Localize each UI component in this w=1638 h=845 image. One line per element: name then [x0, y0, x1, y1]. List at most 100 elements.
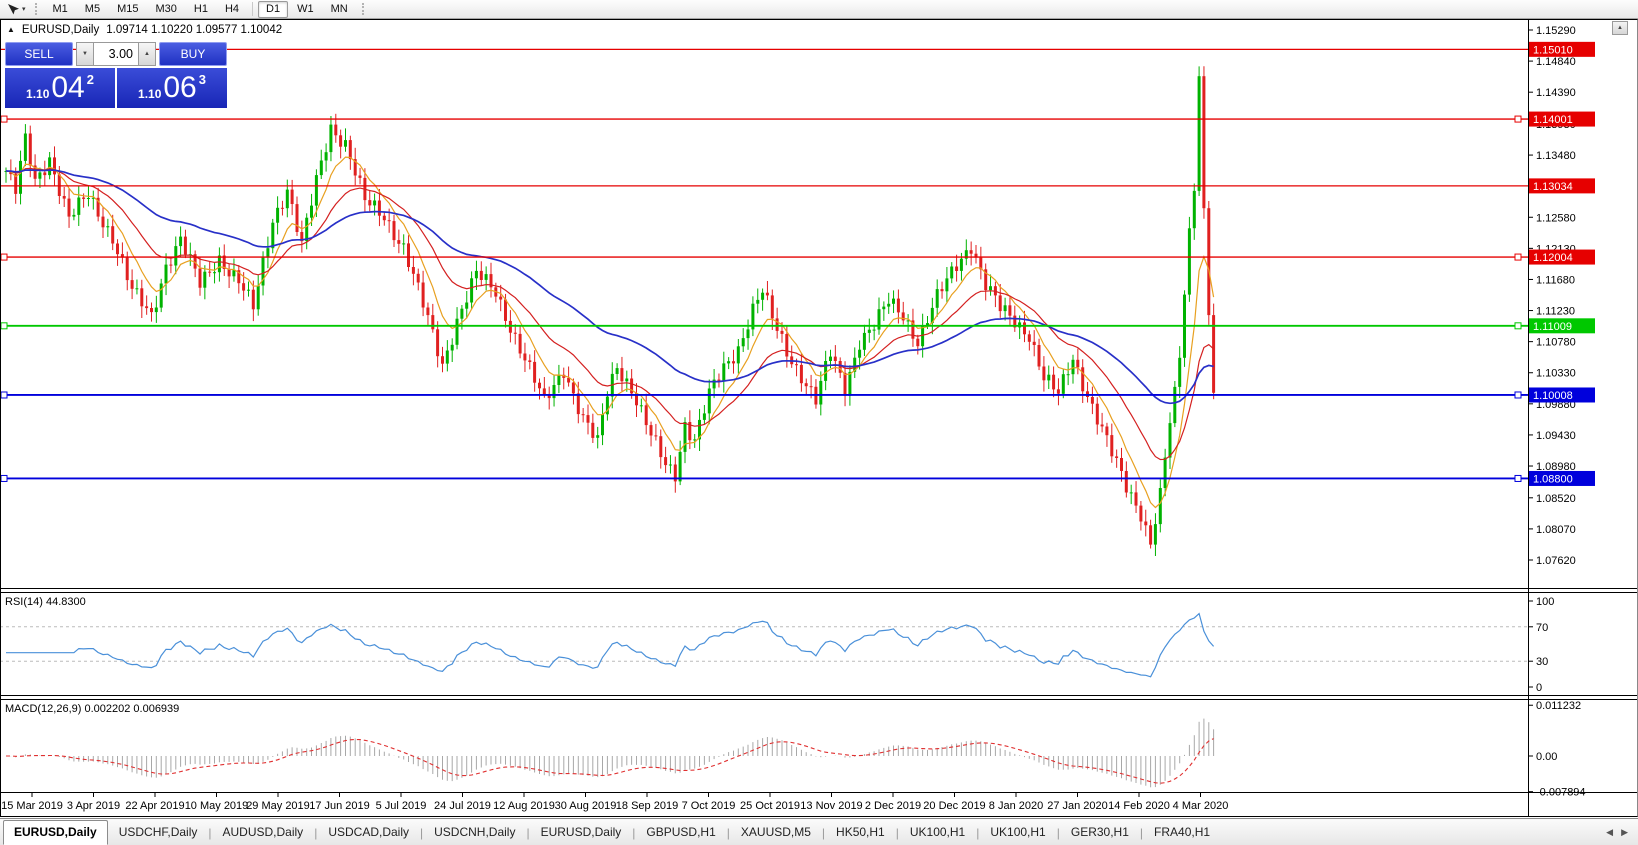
sell-button[interactable]: SELL — [5, 42, 73, 66]
one-click-trade-panel: SELL ▼ 3.00 ▲ BUY 1.10 04 2 1.10 06 3 — [5, 42, 227, 108]
price-tag — [1529, 318, 1595, 334]
spread-increase-button[interactable]: ▲ — [138, 42, 156, 66]
toolbar-drag-handle-2[interactable] — [361, 3, 366, 15]
svg-text:1.08070: 1.08070 — [1536, 524, 1576, 536]
chart-tab[interactable]: USDCAD,Daily — [328, 825, 409, 839]
pointer-tool-icon — [8, 3, 19, 14]
chart-tab[interactable]: GBPUSD,H1 — [646, 825, 716, 839]
chart-tab[interactable]: HK50,H1 — [836, 825, 885, 839]
price-tag — [1529, 41, 1595, 57]
sell-price-pip: 2 — [86, 72, 94, 87]
macd-histogram — [10, 718, 1215, 788]
chart-tab[interactable]: FRA40,H1 — [1154, 825, 1211, 839]
timeframe-buttons: M1 M5 M15 M30 H1 H4 — [45, 1, 248, 18]
chart-tab[interactable]: EURUSD,Daily — [3, 820, 108, 845]
timeframe-button-w1[interactable]: W1 — [297, 2, 314, 15]
svg-text:17 Jun 2019: 17 Jun 2019 — [309, 800, 370, 812]
tab-separator: | — [726, 826, 730, 840]
toolbar-separator — [252, 2, 254, 16]
svg-text:1.14840: 1.14840 — [1536, 56, 1576, 68]
svg-text:1.08800: 1.08800 — [1533, 473, 1573, 485]
scroll-up-button[interactable]: ▲ — [1612, 21, 1628, 35]
tab-scroll-right-icon[interactable]: ▶ — [1621, 827, 1628, 837]
svg-text:30 Aug 2019: 30 Aug 2019 — [555, 800, 617, 812]
chart-tab[interactable]: USDCHF,Daily — [118, 825, 198, 839]
chart-tab[interactable]: GER30,H1 — [1070, 825, 1129, 839]
dropdown-caret-icon: ▾ — [22, 5, 26, 13]
svg-text:1.07620: 1.07620 — [1536, 555, 1576, 567]
svg-text:1.15290: 1.15290 — [1536, 25, 1576, 37]
svg-text:12 Aug 2019: 12 Aug 2019 — [493, 800, 555, 812]
spread-value[interactable]: 3.00 — [94, 42, 138, 66]
tab-separator: | — [632, 826, 636, 840]
buy-price-main: 06 — [163, 71, 197, 104]
spread-spinner: ▼ 3.00 ▲ — [76, 42, 156, 66]
rsi-indicator-label: RSI(14) 44.8300 — [5, 596, 86, 608]
ma-mid-red-line — [5, 167, 1215, 461]
svg-text:1.15010: 1.15010 — [1533, 44, 1573, 56]
timeframe-button-mn[interactable]: MN — [330, 2, 348, 15]
timeframe-button-m30[interactable]: M30 — [155, 2, 177, 15]
buy-price-pip: 3 — [198, 72, 206, 87]
ma-slow-blue-line — [5, 169, 1214, 405]
collapse-arrow-icon[interactable]: ▲ — [7, 25, 15, 34]
tab-separator: | — [821, 826, 826, 840]
sell-price-prefix: 1.10 — [26, 87, 50, 101]
price-tag — [1529, 178, 1595, 194]
timeframe-button-m5[interactable]: M5 — [84, 2, 101, 15]
tab-separator: | — [895, 826, 899, 840]
rsi-line — [6, 612, 1215, 678]
svg-text:100: 100 — [1536, 596, 1554, 608]
price-tag — [1529, 249, 1595, 265]
chart-tab[interactable]: XAUUSD,M5 — [740, 825, 811, 839]
tab-bar: EURUSD,Daily USDCHF,Daily | AUDUSD,Daily | US… — [0, 818, 1638, 845]
toolbar-drag-handle[interactable] — [34, 3, 39, 15]
price-axis: 1.152901.148401.143901.139301.134801.130… — [1528, 25, 1576, 567]
svg-text:1.11680: 1.11680 — [1536, 274, 1575, 286]
svg-text:30: 30 — [1536, 656, 1548, 668]
svg-text:0.011232: 0.011232 — [1536, 700, 1581, 712]
horizontal-lines[interactable]: 1.150101.140011.130341.120041.110091.100… — [0, 41, 1595, 486]
chart-tab[interactable]: EURUSD,Daily — [540, 825, 622, 839]
svg-text:1.14390: 1.14390 — [1536, 87, 1576, 99]
chart-tab[interactable]: UK100,H1 — [990, 825, 1046, 839]
svg-text:1.13480: 1.13480 — [1536, 150, 1576, 162]
buy-button[interactable]: BUY — [159, 42, 227, 66]
svg-text:3 Apr 2019: 3 Apr 2019 — [67, 800, 120, 812]
svg-text:22 Apr 2019: 22 Apr 2019 — [125, 800, 184, 812]
chart-tab[interactable]: USDCNH,Daily — [434, 825, 516, 839]
svg-text:1.10330: 1.10330 — [1536, 368, 1576, 380]
sell-price-box[interactable]: 1.10 04 2 — [5, 68, 115, 108]
svg-text:13 Nov 2019: 13 Nov 2019 — [800, 800, 862, 812]
svg-text:0: 0 — [1536, 682, 1542, 694]
svg-text:2 Dec 2019: 2 Dec 2019 — [865, 800, 921, 812]
timeframe-button-h1[interactable]: H1 — [193, 2, 208, 15]
svg-text:27 Jan 2020: 27 Jan 2020 — [1047, 800, 1108, 812]
svg-text:1.10008: 1.10008 — [1533, 390, 1573, 402]
svg-text:5 Jul 2019: 5 Jul 2019 — [376, 800, 427, 812]
svg-text:0.00: 0.00 — [1536, 751, 1557, 763]
chart-tab[interactable]: AUDUSD,Daily — [222, 825, 304, 839]
timeframe-button-d1[interactable]: D1 — [258, 0, 289, 18]
timeframe-button-h4[interactable]: H4 — [224, 2, 240, 15]
macd-signal-line — [6, 738, 1214, 784]
buy-price-box[interactable]: 1.10 06 3 — [117, 68, 227, 108]
tab-scroll-left-icon[interactable]: ◀ — [1606, 827, 1614, 837]
tab-separator: | — [420, 826, 424, 840]
date-axis: 15 Mar 2019 3 Apr 2019 22 Apr 2019 10 May 2… — [1, 793, 1228, 812]
pointer-tool-button[interactable]: ▾ — [3, 3, 29, 16]
panel-borders — [0, 19, 1638, 817]
timeframe-button-m1[interactable]: M1 — [52, 2, 68, 15]
svg-text:25 Oct 2019: 25 Oct 2019 — [740, 800, 800, 812]
chart-tab[interactable]: UK100,H1 — [909, 825, 966, 839]
tab-scroll-arrows: ◀ ▶ — [1606, 827, 1638, 845]
spread-decrease-button[interactable]: ▼ — [76, 42, 94, 66]
timeframe-button-m15[interactable]: M15 — [117, 2, 139, 15]
rsi-panel: 100 70 30 0 — [0, 596, 1554, 694]
svg-text:8 Jan 2020: 8 Jan 2020 — [989, 800, 1043, 812]
tab-separator: | — [976, 826, 980, 840]
svg-text:1.13034: 1.13034 — [1533, 181, 1573, 193]
tab-separator: | — [208, 826, 212, 840]
